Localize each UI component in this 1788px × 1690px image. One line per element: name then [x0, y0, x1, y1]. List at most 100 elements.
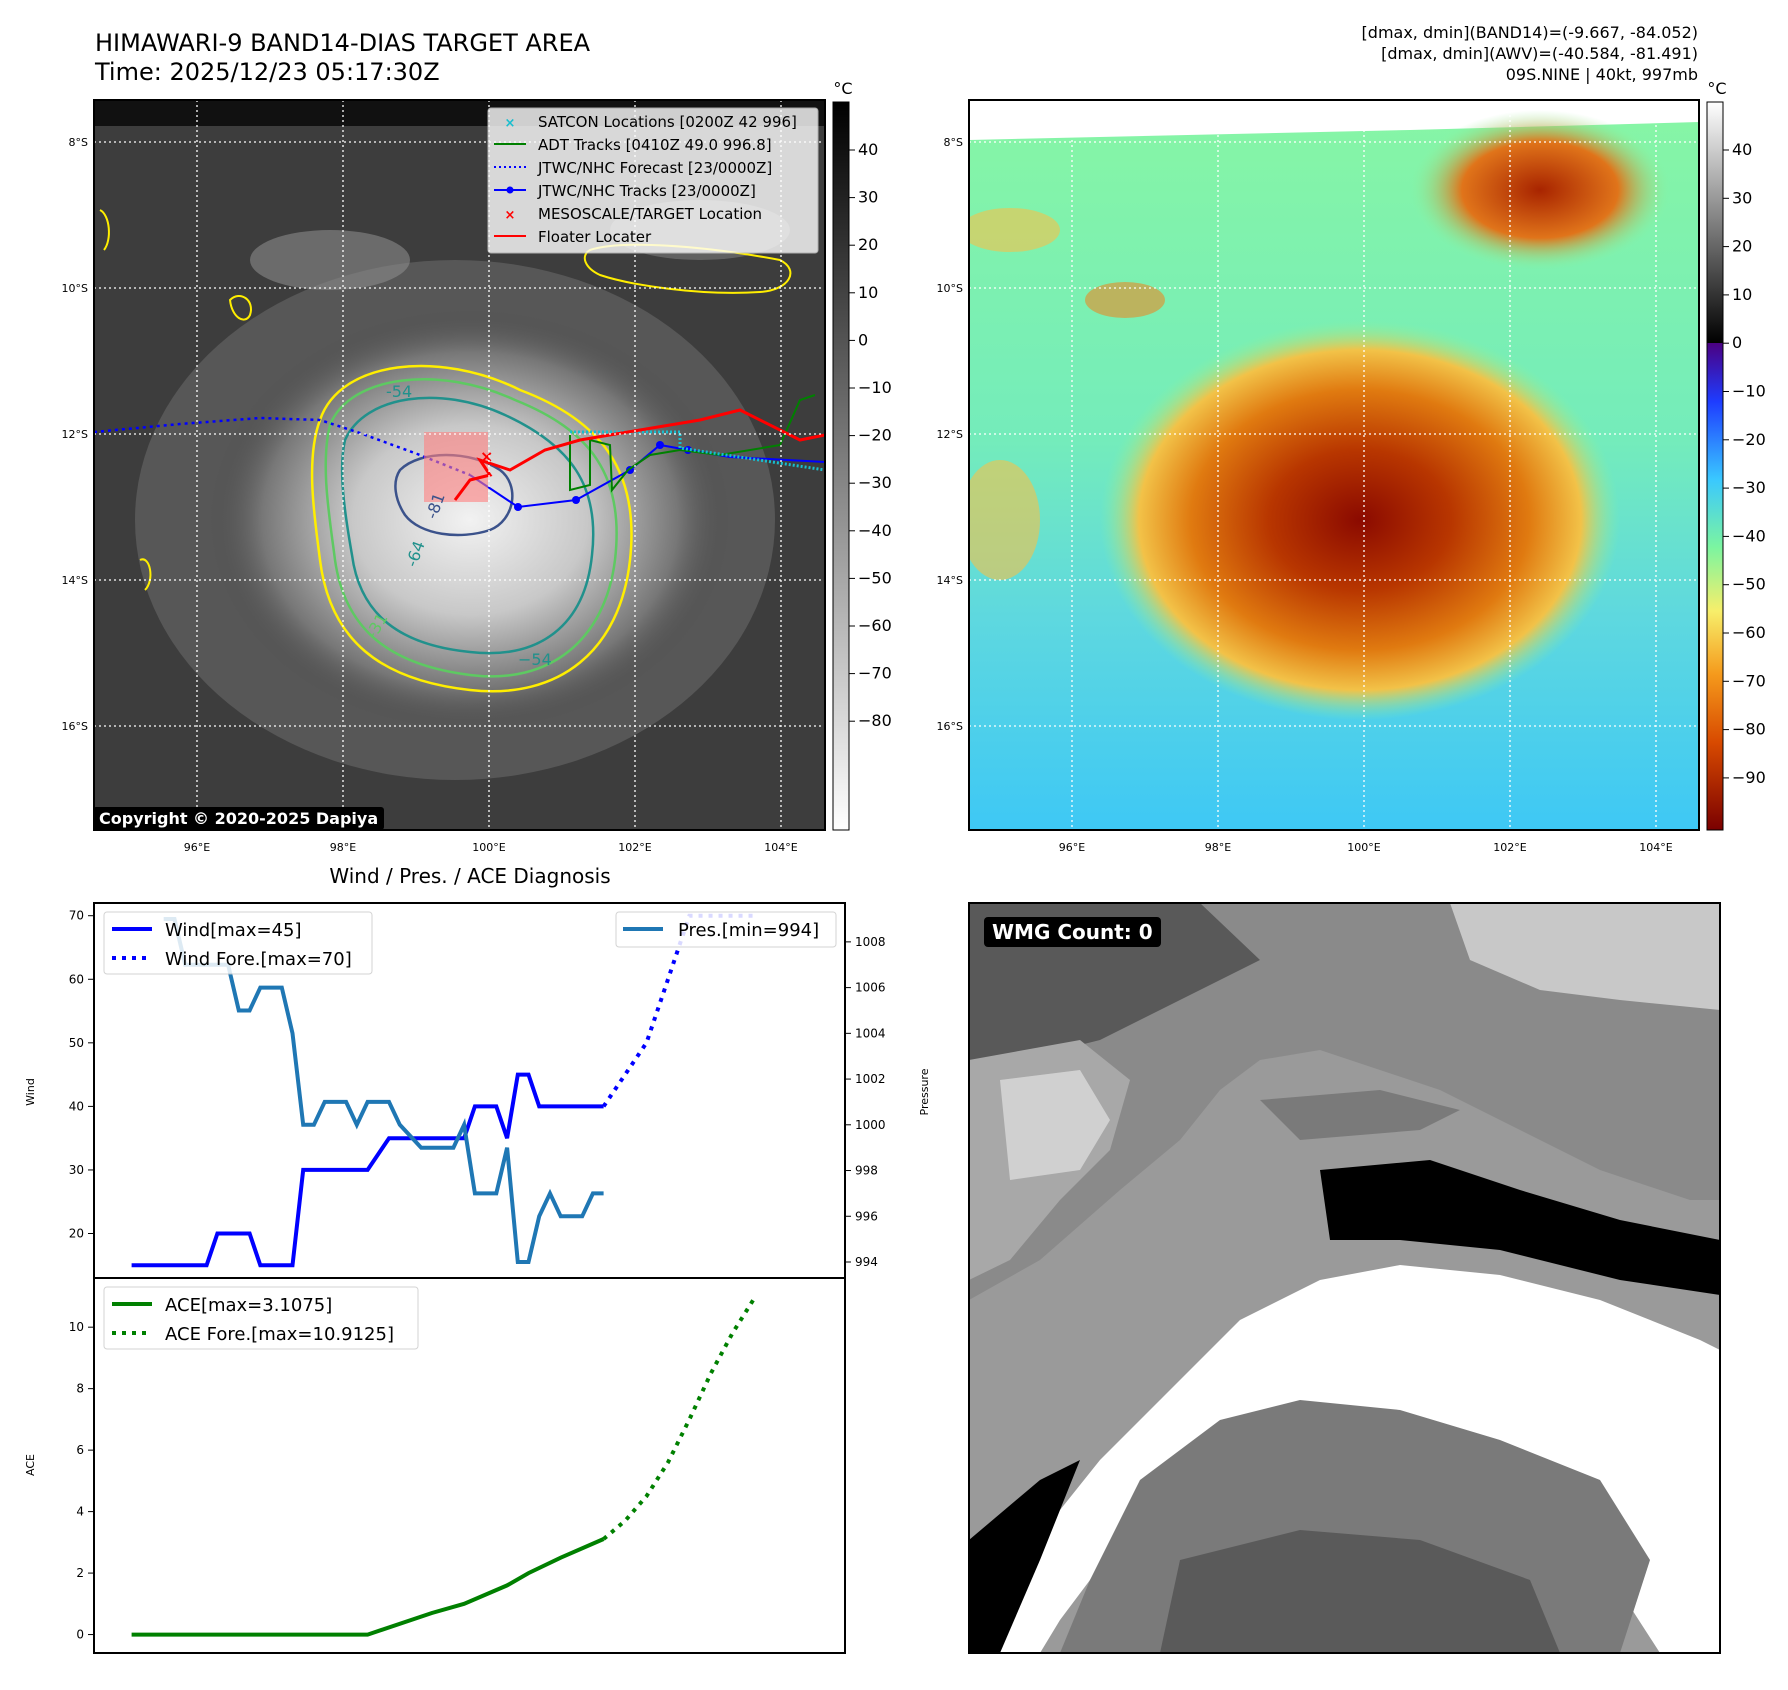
ace-y-ticks: 0 2 4 6 8 10 — [69, 1320, 94, 1642]
colorbar-tick-label: −40 — [1732, 526, 1766, 545]
satcon-legend-icon: × — [505, 116, 516, 131]
wmg-black-band — [1320, 1160, 1720, 1295]
lon-label: 98°E — [1205, 841, 1231, 854]
ace-series-group — [131, 1298, 756, 1637]
series-line-2 — [163, 917, 604, 1264]
y-tick-label: 60 — [69, 972, 84, 986]
ir-map-panel: × -54 -64 -81 -31 −54 — [62, 79, 892, 854]
y2-tick-label: 994 — [855, 1255, 878, 1269]
colorbar-tick-label: 40 — [858, 140, 878, 159]
contour-green — [324, 378, 618, 678]
grayscale-colorbar — [832, 101, 850, 831]
floater-track — [453, 408, 825, 501]
lon-label: 98°E — [330, 841, 356, 854]
legend-label: MESOSCALE/TARGET Location — [538, 205, 762, 223]
lat-label: 14°S — [937, 574, 963, 587]
y2-tick-label: 1006 — [855, 981, 886, 995]
jtwc-forecast-track — [94, 416, 471, 477]
lon-label: 100°E — [472, 841, 505, 854]
y-tick-label: 0 — [76, 1628, 84, 1642]
wmg-count-badge: WMG Count: 0 — [984, 917, 1161, 947]
color-colorbar-ticks: 40 30 20 10 0 −10 −20 −30 −40 −50 −60 −70 −80 −90 — [1723, 140, 1766, 787]
map-frame — [93, 99, 826, 831]
color-map-gridlines — [969, 100, 1699, 830]
legend-label: JTWC/NHC Forecast [23/0000Z] — [537, 159, 772, 177]
legend-label: JTWC/NHC Tracks [23/0000Z] — [537, 182, 756, 200]
lat-label: 16°S — [62, 720, 88, 733]
color-colorbar-bottom — [1707, 343, 1723, 830]
lat-label: 16°S — [937, 720, 963, 733]
colorbar-tick-label: 0 — [858, 330, 868, 349]
lon-label: 96°E — [184, 841, 210, 854]
legend-label: Pres.[min=994] — [678, 920, 819, 941]
colorbar-tick-label: 10 — [1732, 285, 1752, 304]
wind-axis-label: Wind — [24, 1078, 37, 1106]
color-map-axis-labels: 8°S 10°S 12°S 14°S 16°S 96°E 98°E 100°E … — [937, 136, 1673, 854]
y2-tick-label: 1000 — [855, 1118, 886, 1132]
colorbar-tick-label: −30 — [1732, 478, 1766, 497]
contour-yellow — [310, 364, 633, 693]
y-tick-label: 50 — [69, 1036, 84, 1050]
colorbar-tick-label: −60 — [1732, 623, 1766, 642]
y2-tick-label: 1002 — [855, 1072, 886, 1086]
contour-teal — [340, 396, 595, 655]
satcon-locations — [570, 430, 825, 472]
copyright-badge: Copyright © 2020-2025 Dapiya — [93, 807, 385, 830]
awv-stats: [dmax, dmin](AWV)=(-40.584, -81.491) — [1381, 44, 1698, 63]
legend-label: SATCON Locations [0200Z 42 996] — [538, 113, 797, 131]
colorbar-tick-label: 10 — [858, 283, 878, 302]
colorbar-tick-label: −10 — [1732, 382, 1766, 401]
y-tick-label: 4 — [76, 1505, 84, 1519]
lon-label: 100°E — [1347, 841, 1380, 854]
grayscale-colorbar-ticks: 40 30 20 10 0 −10 −20 −30 −40 −50 −60 −70 −80 — [849, 140, 892, 730]
contour-label: −54 — [518, 650, 552, 669]
y2-tick-label: 1004 — [855, 1026, 886, 1040]
y2-tick-label: 998 — [855, 1164, 878, 1178]
wmg-white-ring — [969, 1265, 1720, 1653]
northern-cloud-band — [1410, 110, 1670, 270]
colorbar-tick-label: 0 — [1732, 333, 1742, 352]
lat-label: 10°S — [62, 282, 88, 295]
band14-stats: [dmax, dmin](BAND14)=(-9.667, -84.052) — [1362, 23, 1698, 42]
colorbar-tick-label: −10 — [858, 378, 892, 397]
pressure-axis-label: Pressure — [918, 1068, 931, 1115]
lon-label: 104°E — [764, 841, 797, 854]
chart-title: Wind / Pres. / ACE Diagnosis — [329, 864, 610, 888]
lat-label: 12°S — [937, 428, 963, 441]
colorbar-tick-label: −80 — [858, 711, 892, 730]
y-tick-label: 20 — [69, 1227, 84, 1241]
colorbar-tick-label: −70 — [1732, 671, 1766, 690]
y-tick-label: 40 — [69, 1099, 84, 1113]
lon-label: 96°E — [1059, 841, 1085, 854]
colorbar-tick-label: −20 — [858, 426, 892, 445]
ace-axis-label: ACE — [24, 1454, 37, 1476]
colorbar-tick-label: −70 — [858, 664, 892, 683]
storm-info: 09S.NINE | 40kt, 997mb — [1506, 65, 1698, 84]
mesoscale-marker: × — [480, 447, 493, 466]
storm-cloud-colored — [1100, 320, 1620, 720]
lat-label: 14°S — [62, 574, 88, 587]
colorbar-tick-label: 30 — [1732, 188, 1752, 207]
lat-label: 8°S — [944, 136, 963, 149]
wmg-frame — [968, 902, 1721, 1654]
wmg-panel — [968, 902, 1721, 1654]
y-tick-label: 2 — [76, 1566, 84, 1580]
wind-pressure-chart: Wind / Pres. / ACE Diagnosis 20 30 40 50 60 7… — [24, 864, 931, 1279]
colorbar-tick-label: 20 — [1732, 237, 1752, 256]
y-tick-label: 10 — [69, 1320, 84, 1334]
legend-label: Wind Fore.[max=70] — [165, 949, 352, 970]
lon-label: 102°E — [618, 841, 651, 854]
colorbar-unit: °C — [833, 79, 852, 98]
figure-title: HIMAWARI-9 BAND14-DIAS TARGET AREA — [95, 29, 591, 57]
lat-label: 12°S — [62, 428, 88, 441]
colorbar-tick-label: −50 — [1732, 575, 1766, 594]
figure-time: Time: 2025/12/23 05:17:30Z — [94, 58, 440, 86]
mesoscale-legend-icon: × — [505, 208, 516, 223]
color-map-frame — [968, 99, 1700, 831]
y-tick-label: 70 — [69, 909, 84, 923]
colorbar-tick-label: −80 — [1732, 720, 1766, 739]
y-tick-label: 30 — [69, 1163, 84, 1177]
target-box — [424, 432, 488, 502]
series-line-0 — [131, 1537, 605, 1637]
